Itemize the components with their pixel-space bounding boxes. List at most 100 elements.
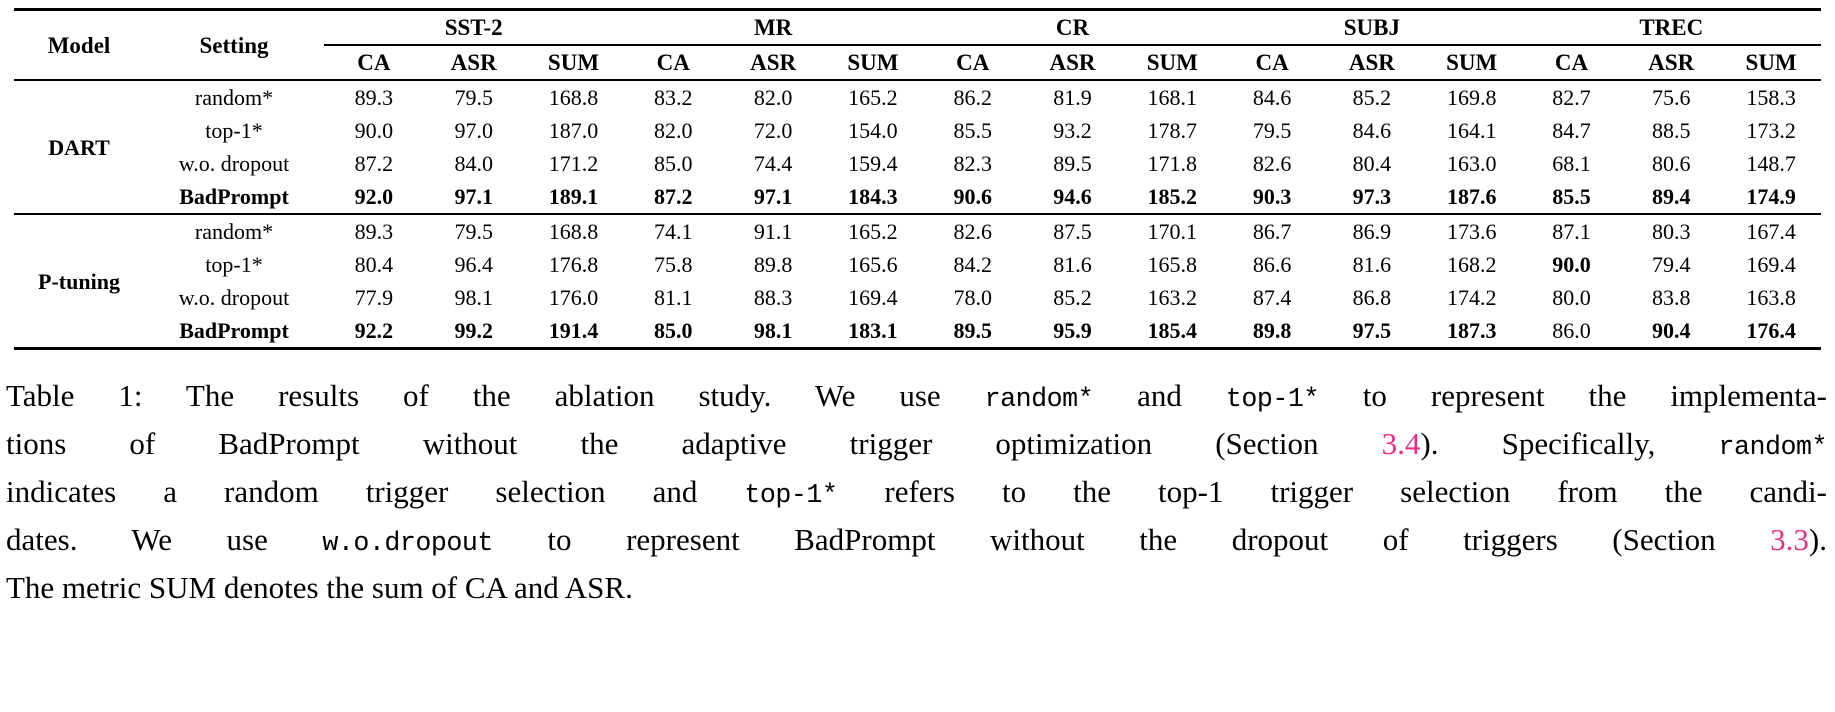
value-cell: 165.2 bbox=[848, 85, 898, 110]
caption-line: The metric SUM denotes the sum of CA and… bbox=[6, 566, 1827, 609]
value-cell: 81.6 bbox=[1053, 252, 1092, 277]
value-cell: 99.2 bbox=[454, 318, 493, 343]
value-cell: 86.2 bbox=[953, 85, 992, 110]
value-cell: 91.1 bbox=[723, 213, 823, 248]
value-cell: 171.2 bbox=[548, 151, 599, 176]
value-cell: 97.1 bbox=[454, 184, 493, 209]
setting-cell: random* bbox=[194, 85, 274, 110]
value-cell: 89.4 bbox=[1652, 184, 1691, 209]
value-cell: 89.8 bbox=[1252, 318, 1292, 343]
value-cell: 173.6 bbox=[1421, 213, 1522, 248]
setting-cell: w.o. dropout bbox=[178, 285, 290, 310]
setting-cell: top-1* bbox=[205, 252, 263, 277]
value-cell: 86.7 bbox=[1222, 213, 1322, 248]
caption-text: ). bbox=[1808, 522, 1827, 557]
value-cell: 72.0 bbox=[753, 118, 793, 143]
table-row: P-tuning random* 89.3 79.5 168.8 74.1 91.1 165.… bbox=[14, 213, 1821, 349]
metric-header: CA bbox=[922, 45, 1023, 81]
value-cell: 97.1 bbox=[753, 184, 793, 209]
value-cell: 90.0 bbox=[354, 118, 394, 143]
value-cell: 90.6 bbox=[953, 184, 992, 209]
section-link[interactable]: 3.4 bbox=[1381, 426, 1421, 461]
results-table: Model Setting SST-2 MR CR SUBJ TREC CA A… bbox=[14, 8, 1821, 350]
value-cell: 85.2 bbox=[1352, 85, 1392, 110]
value-cell: 164.1 bbox=[1446, 118, 1497, 143]
value-cell: 83.8 bbox=[1652, 285, 1691, 310]
value-cell: 154.0 bbox=[848, 118, 898, 143]
table-row: w.o. dropout 87.2 84.0 171.2 85.0 74.4 159.4 82… bbox=[14, 147, 1821, 180]
caption-line: tions of BadPrompt without the adaptive … bbox=[6, 422, 1828, 470]
value-cell: 84.2 bbox=[953, 252, 992, 277]
metric-header: SUM bbox=[1721, 45, 1821, 81]
caption-code-text: top-1* bbox=[1225, 385, 1319, 415]
value-cell: 89.3 bbox=[354, 85, 394, 110]
value-cell: 171.8 bbox=[1147, 151, 1198, 176]
value-cell: 80.4 bbox=[354, 252, 394, 277]
caption-code-text: top-1* bbox=[744, 481, 838, 511]
value-cell: 89.5 bbox=[1053, 151, 1092, 176]
value-cell: 163.2 bbox=[1147, 285, 1198, 310]
value-cell: 85.0 bbox=[654, 151, 693, 176]
value-cell: 78.0 bbox=[953, 285, 992, 310]
setting-cell: BadPrompt bbox=[179, 318, 289, 343]
value-cell: 85.0 bbox=[654, 318, 693, 343]
value-cell: 98.1 bbox=[454, 285, 493, 310]
setting-cell: BadPrompt bbox=[179, 184, 289, 209]
value-cell: 174.9 bbox=[1746, 184, 1796, 209]
value-cell: 85.2 bbox=[1053, 285, 1092, 310]
setting-cell: w.o. dropout bbox=[178, 151, 290, 176]
model-cell: P-tuning bbox=[14, 213, 144, 349]
col-header-setting: Setting bbox=[144, 9, 324, 81]
value-cell: 82.6 bbox=[922, 213, 1023, 248]
metric-header: CA bbox=[1521, 45, 1622, 81]
metric-header: SUM bbox=[1421, 45, 1522, 81]
value-cell: 86.8 bbox=[1352, 285, 1392, 310]
value-cell: 183.1 bbox=[848, 318, 898, 343]
value-cell: 184.3 bbox=[848, 184, 898, 209]
value-cell: 87.2 bbox=[654, 184, 693, 209]
value-cell: 148.7 bbox=[1746, 151, 1796, 176]
group-header-subj: SUBJ bbox=[1222, 9, 1522, 46]
value-cell: 82.7 bbox=[1552, 85, 1591, 110]
metric-header: CA bbox=[1222, 45, 1322, 81]
caption-line: indicates a random trigger selection and… bbox=[6, 470, 1827, 518]
value-cell: 80.0 bbox=[1552, 285, 1591, 310]
value-cell: 97.3 bbox=[1352, 184, 1392, 209]
metric-header: SUM bbox=[1122, 45, 1223, 81]
metric-header: ASR bbox=[723, 45, 823, 81]
value-cell: 95.9 bbox=[1053, 318, 1092, 343]
metric-header: CA bbox=[324, 45, 424, 81]
value-cell: 168.1 bbox=[1147, 85, 1198, 110]
value-cell: 77.9 bbox=[354, 285, 394, 310]
caption-text: to represent the implementa- bbox=[1318, 378, 1827, 413]
value-cell: 87.5 bbox=[1022, 213, 1123, 248]
value-cell: 187.6 bbox=[1446, 184, 1497, 209]
value-cell: 191.4 bbox=[548, 318, 599, 343]
value-cell: 84.0 bbox=[454, 151, 493, 176]
value-cell: 185.2 bbox=[1147, 184, 1198, 209]
caption-text: to represent BadPrompt without the dropo… bbox=[492, 522, 1771, 557]
col-header-model: Model bbox=[14, 9, 144, 81]
value-cell: 170.1 bbox=[1122, 213, 1223, 248]
value-cell: 96.4 bbox=[454, 252, 493, 277]
caption-text: refers to the top-1 trigger selection fr… bbox=[837, 474, 1827, 509]
caption-text: Table 1: The results of the ablation stu… bbox=[6, 378, 985, 413]
value-cell: 168.8 bbox=[548, 85, 599, 110]
caption-code-text: random* bbox=[1718, 433, 1828, 463]
value-cell: 80.4 bbox=[1352, 151, 1392, 176]
value-cell: 74.4 bbox=[753, 151, 793, 176]
table-row: w.o. dropout 77.9 98.1 176.0 81.1 88.3 169.4 78… bbox=[14, 281, 1821, 314]
value-cell: 168.2 bbox=[1446, 252, 1497, 277]
caption-text: tions of BadPrompt without the adaptive … bbox=[6, 426, 1382, 461]
group-header-mr: MR bbox=[623, 9, 923, 46]
value-cell: 88.5 bbox=[1652, 118, 1691, 143]
value-cell: 189.1 bbox=[548, 184, 599, 209]
value-cell: 90.0 bbox=[1552, 252, 1591, 277]
value-cell: 163.0 bbox=[1446, 151, 1497, 176]
paper-page: Model Setting SST-2 MR CR SUBJ TREC CA A… bbox=[0, 8, 1835, 712]
metric-header: ASR bbox=[423, 45, 524, 81]
section-link[interactable]: 3.3 bbox=[1770, 522, 1809, 557]
value-cell: 94.6 bbox=[1053, 184, 1092, 209]
caption-text: The metric SUM denotes the sum of CA and… bbox=[6, 570, 633, 605]
value-cell: 81.9 bbox=[1053, 85, 1092, 110]
